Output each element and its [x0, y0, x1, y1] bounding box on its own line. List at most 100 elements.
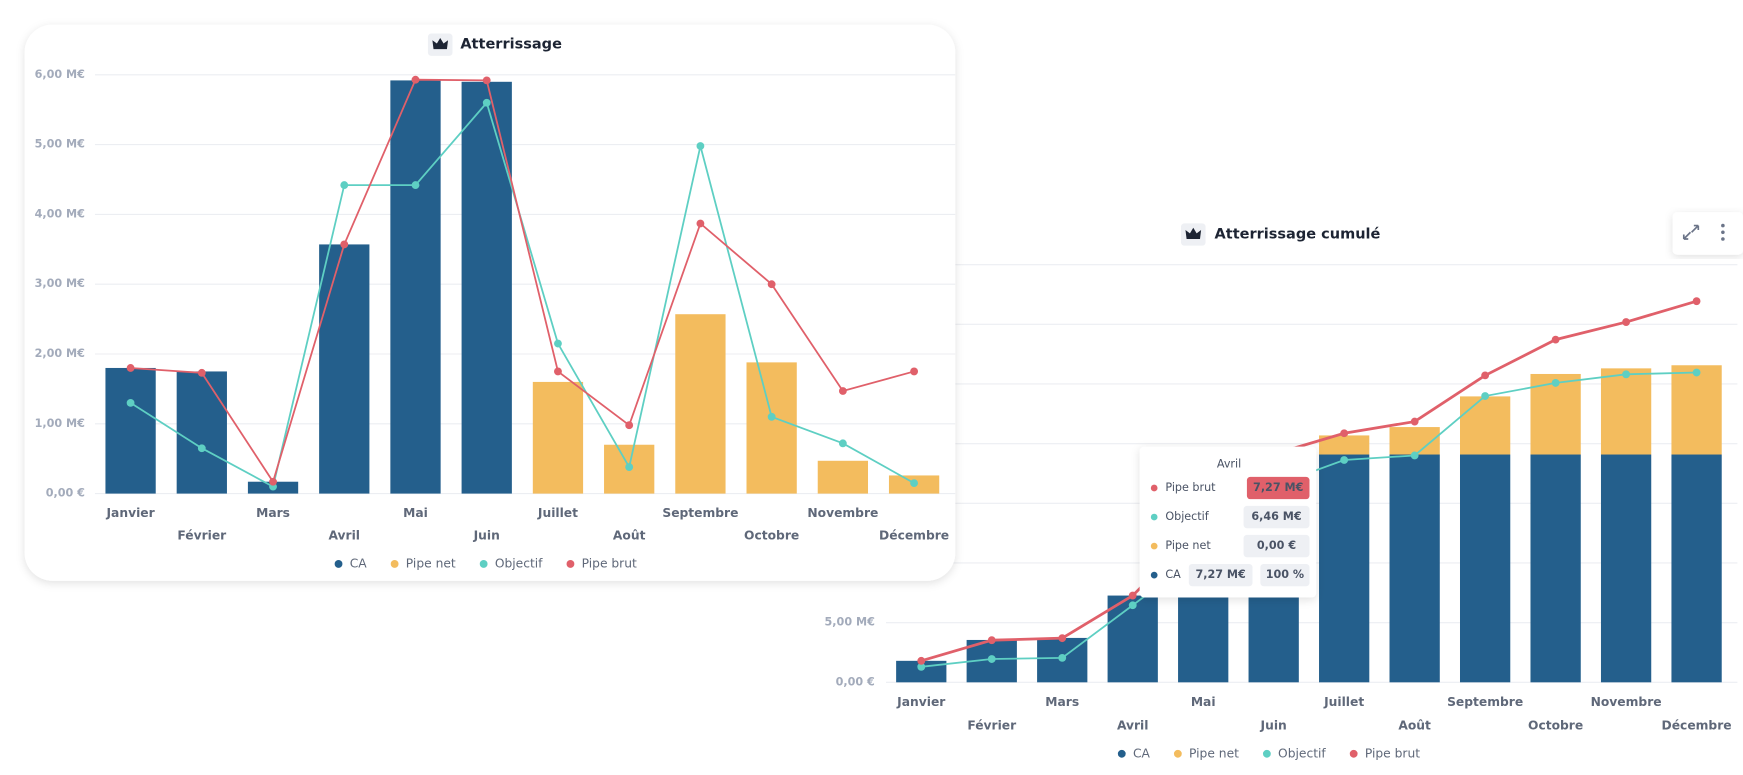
- line-point: [625, 421, 634, 430]
- x-tick-label: Mars: [1045, 695, 1079, 709]
- bar: [1319, 435, 1370, 455]
- line-point: [411, 75, 420, 84]
- tooltip-name: Pipe net: [1165, 539, 1211, 552]
- y-tick-label: 4,00 M€: [35, 207, 86, 220]
- x-tick-label: Septembre: [662, 506, 738, 520]
- line-point: [1410, 451, 1419, 460]
- line-point: [340, 240, 349, 249]
- x-tick-label: Août: [1398, 718, 1431, 732]
- tooltip-swatch: [1150, 513, 1158, 521]
- y-tick-label: 6,00 M€: [35, 68, 86, 81]
- line-point: [197, 368, 206, 377]
- bar: [1600, 368, 1652, 455]
- bar: [675, 314, 726, 494]
- line-point: [269, 477, 277, 486]
- line-point: [554, 339, 562, 348]
- y-tick-label: 1,00 M€: [35, 417, 86, 430]
- line-point: [987, 636, 996, 645]
- x-tick-label: Décembre: [1662, 718, 1732, 732]
- x-tick-label: Juillet: [537, 506, 578, 520]
- line-point: [1551, 335, 1560, 344]
- tooltip-share-badge: [1260, 563, 1310, 587]
- menu-button[interactable]: [1721, 223, 1725, 241]
- x-tick-label: Août: [613, 529, 646, 543]
- expand-button[interactable]: [1682, 224, 1700, 240]
- line-point: [197, 444, 206, 453]
- chart-title: Atterrissage: [460, 37, 562, 53]
- tooltip-name: Pipe brut: [1165, 481, 1216, 494]
- tooltip-swatch: [1150, 571, 1158, 579]
- chart-title: Atterrissage cumulé: [1215, 227, 1381, 243]
- bar: [176, 371, 227, 494]
- toolbar: [1672, 212, 1743, 255]
- line-point: [625, 463, 634, 471]
- line-point: [126, 364, 135, 372]
- line-point: [482, 76, 491, 85]
- line-point: [910, 367, 919, 376]
- line-point: [987, 655, 996, 663]
- chart-monthly: Atterrissage 0,00 € 1,00 M€ 2,00 M€ 3,00 M€…: [24, 24, 956, 581]
- line-point: [696, 219, 705, 228]
- bar: [1319, 454, 1370, 683]
- line-point: [1058, 634, 1067, 643]
- legend-swatch: [390, 560, 399, 568]
- tooltip-name: CA: [1165, 568, 1181, 581]
- legend-swatch: [566, 560, 575, 568]
- legend-swatch: [334, 560, 343, 568]
- legend-label: Objectif: [1278, 746, 1326, 760]
- y-tick-label: 5,00 M€: [825, 616, 876, 629]
- legend-label: Pipe net: [406, 556, 456, 570]
- x-tick-label: Décembre: [879, 529, 949, 543]
- tooltip-value: 7,27 M€: [1196, 568, 1247, 581]
- line-point: [340, 181, 349, 190]
- bar: [532, 381, 584, 494]
- x-tick-label: Février: [967, 718, 1017, 732]
- x-tick-label: Juin: [1260, 718, 1287, 732]
- bar: [319, 244, 370, 494]
- line-point: [917, 656, 926, 665]
- bar: [746, 362, 797, 494]
- line-point: [1410, 417, 1419, 426]
- x-tick-label: Novembre: [807, 506, 878, 520]
- line-point: [1481, 392, 1490, 400]
- legend-swatch: [1117, 749, 1126, 758]
- bar: [1530, 373, 1581, 455]
- line-point: [1340, 429, 1349, 438]
- bar: [105, 367, 156, 494]
- legend-label: CA: [350, 556, 368, 570]
- line-point: [767, 412, 776, 421]
- x-tick-label: Novembre: [1591, 695, 1662, 709]
- bar: [1600, 454, 1652, 683]
- legend-swatch: [1349, 749, 1358, 758]
- line-point: [696, 142, 705, 150]
- line-point: [1128, 601, 1137, 610]
- legend-label: Pipe net: [1189, 746, 1239, 760]
- line-point: [838, 387, 847, 395]
- line-point: [126, 398, 135, 407]
- x-tick-label: Mai: [403, 506, 428, 520]
- bar: [1389, 454, 1440, 683]
- line-point: [1622, 370, 1631, 379]
- bar: [1530, 454, 1581, 683]
- tooltip-name: Objectif: [1165, 510, 1209, 523]
- legend-label: Objectif: [495, 556, 543, 570]
- line-point: [1692, 368, 1701, 377]
- x-tick-label: Mars: [256, 506, 290, 520]
- y-tick-label: 0,00 €: [836, 675, 875, 688]
- x-tick-label: Mai: [1191, 695, 1216, 709]
- tooltip-swatch: [1150, 484, 1158, 492]
- tooltip-value-badge: [1243, 534, 1310, 558]
- x-tick-label: Octobre: [744, 529, 799, 543]
- tooltip-value: 6,46 M€: [1251, 510, 1302, 523]
- line-point: [917, 662, 926, 671]
- tooltip-value-badge: [1243, 505, 1310, 529]
- legend-swatch: [479, 560, 488, 568]
- line-point: [838, 439, 847, 448]
- bar: [461, 81, 512, 494]
- bar: [1459, 454, 1511, 683]
- y-tick-label: 2,00 M€: [35, 347, 86, 360]
- line-point: [1058, 653, 1067, 662]
- bar: [817, 460, 869, 494]
